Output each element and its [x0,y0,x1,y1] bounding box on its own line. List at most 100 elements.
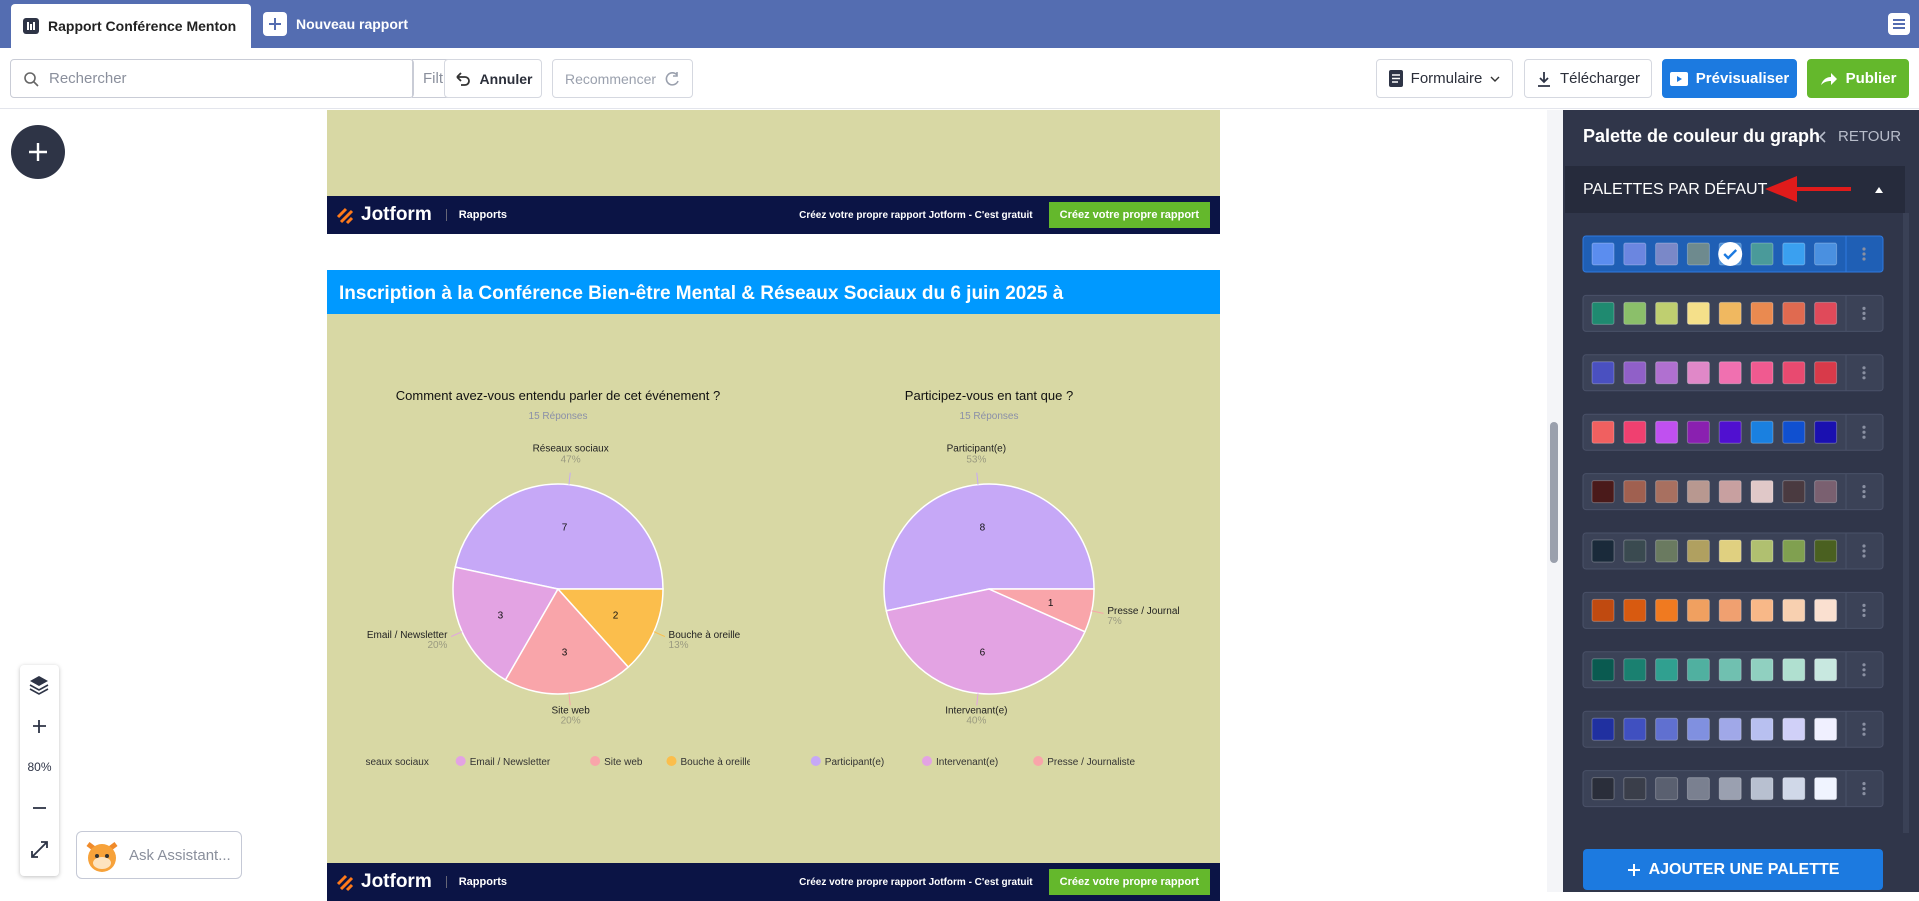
color-swatch [1591,658,1615,682]
brand: Jotform [361,871,432,892]
leader-line [568,693,571,706]
pie-slice [883,483,1095,612]
search-box[interactable]: Rechercher [10,59,414,98]
color-swatch [1623,539,1647,563]
slice-label: Presse / Journaliste [1107,606,1179,617]
slice-count: 2 [613,611,619,622]
download-button[interactable]: Télécharger [1524,59,1652,98]
color-swatch [1782,539,1806,563]
product: Rapports [445,876,507,888]
pie-slice [556,588,664,669]
form-icon [1388,70,1403,87]
color-swatch [1686,420,1710,444]
new-tab[interactable]: Nouveau rapport [263,11,408,37]
zoom-in-button[interactable] [20,705,59,747]
back-label: RETOUR [1838,128,1902,145]
legend-label: Participant(e) [825,757,884,768]
color-swatch [1782,242,1806,266]
color-swatch [1782,658,1806,682]
slice-percent: 40% [966,715,986,726]
color-swatch [1814,242,1838,266]
legend-label: Presse / Journaliste [1047,757,1135,768]
pie-slice [885,588,1086,695]
kebab-dot [1862,608,1866,612]
preview-label: Prévisualiser [1695,70,1790,87]
color-swatch [1718,301,1742,325]
add-palette-button[interactable]: AJOUTER UNE PALETTE [1583,849,1883,890]
redo-label: Recommencer [564,70,657,87]
color-swatch [1591,420,1615,444]
color-swatch [1750,539,1774,563]
kebab-dot [1862,425,1866,429]
color-swatch [1718,777,1742,801]
color-swatch [1814,658,1838,682]
report-footer: Jotform Rapports Créez votre propre rapp… [327,196,1220,234]
color-swatch [1782,717,1806,741]
color-swatch [1718,420,1742,444]
color-swatch [1623,658,1647,682]
form-button[interactable]: Formulaire [1376,59,1513,98]
kebab-dot [1862,549,1866,553]
search-icon [24,71,39,87]
legend-label: Bouche à oreille [681,757,751,768]
kebab-dot [1862,371,1866,375]
kebab-dot [1862,366,1866,370]
back-button[interactable]: RETOUR [1818,128,1901,145]
menu-button[interactable] [1888,13,1910,35]
slice-label: Email / Newsletter [367,630,448,641]
color-swatch [1750,777,1774,801]
layers-button[interactable] [20,665,59,705]
color-swatch [1782,598,1806,622]
color-swatch [1591,717,1615,741]
pie-chart: Participez-vous en tant que ? 15 Réponses… [810,388,1179,768]
kebab-dot [1862,311,1866,315]
color-swatch [1686,242,1710,266]
add-element-button[interactable] [10,125,66,181]
color-swatch [1655,777,1679,801]
color-swatch [1655,598,1679,622]
zoom-out-button[interactable] [20,787,59,829]
color-swatch [1591,361,1615,385]
brand: Jotform [361,204,432,225]
color-swatch [1814,420,1838,444]
preview-button[interactable]: Prévisualiser [1662,59,1797,98]
legend-swatch [590,756,601,766]
panel-scrollbar [1903,213,1909,833]
preview-icon [1669,71,1688,86]
active-tab[interactable]: Rapport Conférence Menton [11,4,251,48]
color-swatch [1686,658,1710,682]
chart-subtitle: 15 Réponses [960,411,1019,422]
color-swatch [1718,480,1742,504]
back-icon [1818,130,1826,143]
undo-label: Annuler [479,70,533,87]
publish-button[interactable]: Publier [1807,59,1909,98]
legend-swatch [810,756,821,766]
redo-button[interactable]: Recommencer [552,59,693,98]
legend-label: Site web [604,757,643,768]
color-swatch [1750,420,1774,444]
color-swatch [1686,777,1710,801]
pie-chart: Comment avez-vous entendu parler de cet … [366,388,751,768]
color-swatch [1814,777,1838,801]
color-swatch [1686,539,1710,563]
color-swatch [1655,717,1679,741]
color-swatch [1750,598,1774,622]
undo-button[interactable]: Annuler [444,59,542,98]
new-tab-label: Nouveau rapport [296,16,409,32]
kebab-dot [1862,495,1866,499]
color-swatch [1623,777,1647,801]
promo: Créez votre propre rapport Jotform - C'e… [799,209,1033,221]
kebab-dot [1862,544,1866,548]
cta-button[interactable]: Créez votre propre rapport [1048,202,1210,228]
cta-button[interactable]: Créez votre propre rapport [1048,869,1210,895]
kebab-dot [1862,732,1866,736]
kebab-dot [1862,247,1866,251]
slice-label: Intervenant(e) [945,705,1007,716]
color-swatch [1686,480,1710,504]
scroll-thumb[interactable] [1550,422,1558,563]
kebab-dot [1862,787,1866,791]
fit-button[interactable] [20,829,59,869]
assistant-button[interactable]: Ask Assistant... [76,831,242,879]
